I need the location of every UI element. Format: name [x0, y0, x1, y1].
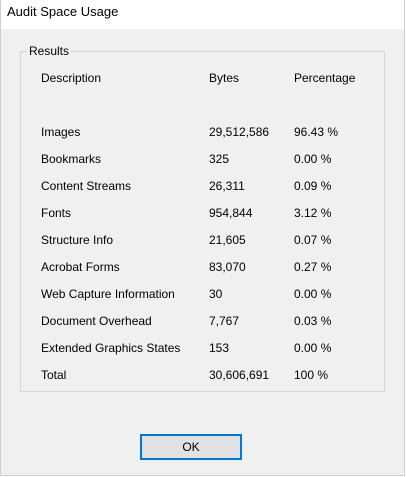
header-percentage: Percentage [294, 71, 356, 85]
row-percentage: 0.27 % [294, 260, 332, 274]
row-bytes: 954,844 [209, 206, 253, 220]
row-bytes: 30 [209, 287, 223, 301]
row-description: Acrobat Forms [41, 260, 120, 274]
total-bytes: 30,606,691 [209, 368, 270, 382]
row-description: Fonts [41, 206, 72, 220]
header-description: Description [41, 71, 102, 85]
row-bytes: 21,605 [209, 233, 246, 247]
row-description: Extended Graphics States [41, 341, 181, 355]
row-description: Images [41, 125, 81, 139]
row-bytes: 7,767 [209, 314, 240, 328]
row-percentage: 3.12 % [294, 206, 332, 220]
total-description: Total [41, 368, 67, 382]
title-bar[interactable]: Audit Space Usage [1, 0, 404, 29]
row-bytes: 83,070 [209, 260, 246, 274]
row-bytes: 26,311 [209, 179, 245, 193]
results-groupbox [20, 51, 385, 392]
row-bytes: 29,512,586 [209, 125, 270, 139]
row-bytes: 153 [209, 341, 230, 355]
row-percentage: 0.09 % [294, 179, 332, 193]
row-bytes: 325 [209, 152, 230, 166]
row-percentage: 0.00 % [294, 152, 332, 166]
ok-button[interactable]: OK [140, 434, 242, 460]
row-description: Content Streams [41, 179, 132, 193]
row-percentage: 0.03 % [294, 314, 332, 328]
total-percentage: 100 % [294, 368, 329, 382]
row-description: Structure Info [41, 233, 114, 247]
window-title: Audit Space Usage [7, 4, 119, 19]
row-percentage: 96.43 % [294, 125, 339, 139]
row-description: Document Overhead [41, 314, 152, 328]
row-description: Bookmarks [41, 152, 102, 166]
row-percentage: 0.00 % [294, 341, 332, 355]
row-description: Web Capture Information [41, 287, 175, 301]
row-percentage: 0.00 % [294, 287, 332, 301]
results-group-label: Results [27, 44, 72, 58]
header-bytes: Bytes [209, 71, 240, 85]
row-percentage: 0.07 % [294, 233, 332, 247]
